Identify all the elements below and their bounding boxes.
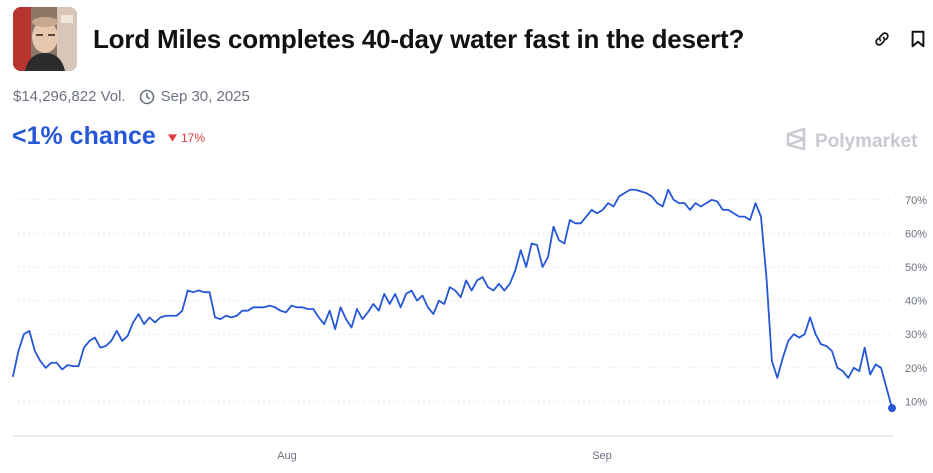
y-tick-label: 20% <box>905 363 927 375</box>
market-meta: $14,296,822 Vol. Sep 30, 2025 <box>13 88 250 105</box>
link-icon[interactable] <box>871 28 893 50</box>
series-line <box>12 188 893 410</box>
y-tick-label: 30% <box>905 329 927 341</box>
x-tick-label: Aug <box>277 450 297 462</box>
bookmark-icon[interactable] <box>907 28 929 50</box>
x-tick-label: Sep <box>592 450 612 462</box>
end-date-text: Sep 30, 2025 <box>160 88 250 105</box>
chance-value: <1% chance <box>12 122 156 150</box>
volume-text: $14,296,822 Vol. <box>13 88 126 105</box>
polymarket-logo-icon <box>785 127 815 157</box>
down-triangle-icon <box>168 131 177 145</box>
brand-name: Polymarket <box>815 131 918 152</box>
y-tick-label: 50% <box>905 262 927 274</box>
market-title: Lord Miles completes 40-day water fast i… <box>93 24 745 54</box>
brand: Polymarket <box>785 127 917 157</box>
change-value: 17% <box>181 131 206 145</box>
y-tick-label: 40% <box>905 296 927 308</box>
y-tick-label: 70% <box>905 195 927 207</box>
y-tick-label: 60% <box>905 228 927 240</box>
probability-chart: 10% 20% 30% 40% 50% 60% 70% Aug Sep <box>12 188 927 462</box>
market-avatar <box>13 7 77 71</box>
clock-icon <box>139 89 155 105</box>
series-endpoint <box>888 404 896 413</box>
change-indicator: 17% <box>168 131 205 145</box>
y-tick-label: 10% <box>905 396 927 408</box>
